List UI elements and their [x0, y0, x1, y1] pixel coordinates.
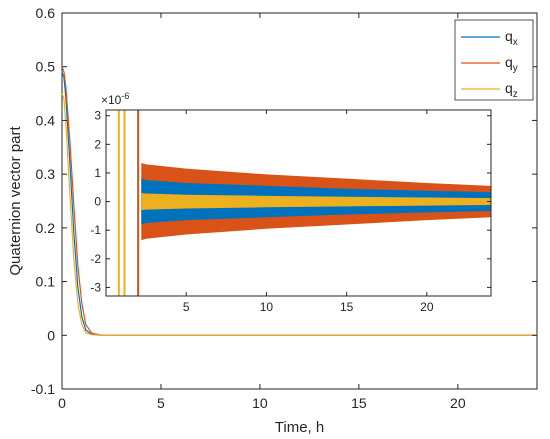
- inset-y-tick-label: 1: [94, 166, 101, 180]
- legend-label-q-x: qx: [505, 28, 518, 48]
- x-tick-label: 0: [58, 395, 66, 411]
- x-tick-label: 15: [351, 395, 367, 411]
- y-axis-label: Quaternion vector part: [7, 126, 24, 276]
- inset-x-tick-label: 5: [183, 300, 190, 314]
- inset-plot: 5 10 15 20 -3 -2 -1 0 1 2 3 ×10-6: [90, 91, 492, 314]
- inset-x-tick-label: 15: [340, 300, 354, 314]
- y-tick-label: 0.2: [36, 220, 56, 236]
- legend: qx qy qz: [454, 19, 534, 101]
- x-tick-label: 10: [252, 395, 268, 411]
- legend-box: [454, 19, 534, 101]
- x-tick-label: 5: [157, 395, 165, 411]
- inset-frame: [105, 109, 492, 297]
- inset-y-tick-label: -2: [90, 252, 101, 266]
- inset-series: [117, 110, 492, 296]
- inset-y-tick-label: 3: [94, 109, 101, 123]
- inset-axis-ticks: 5 10 15 20 -3 -2 -1 0 1 2 3: [90, 109, 491, 314]
- x-tick-label: 20: [450, 395, 466, 411]
- legend-label-q-z: qz: [505, 80, 518, 100]
- inset-y-exponent-power: -6: [121, 91, 129, 101]
- x-axis-label: Time, h: [275, 419, 324, 436]
- y-tick-label: 0.4: [36, 112, 56, 128]
- y-tick-label: 0.6: [36, 5, 56, 21]
- inset-y-exponent-base: ×10: [101, 93, 122, 107]
- y-tick-label: 0: [47, 327, 55, 343]
- inset-y-tick-label: 0: [94, 195, 101, 209]
- inset-x-tick-label: 10: [260, 300, 274, 314]
- y-tick-label: 0.3: [36, 166, 56, 182]
- y-tick-label: 0.5: [36, 59, 56, 75]
- main-axis-ticks: 0 5 10 15 20-0.100.10.20.30.40.50.6: [31, 5, 537, 411]
- inset-y-exponent: ×10-6: [101, 91, 129, 107]
- main-series-lines: [61, 66, 537, 336]
- legend-label-q-y: qy: [505, 54, 518, 74]
- inset-envelope-q_z: [141, 192, 492, 211]
- inset-y-tick-label: 2: [94, 137, 101, 151]
- inset-y-tick-label: -1: [90, 223, 101, 237]
- series-line-q-z: [61, 93, 537, 336]
- inset-x-tick-label: 20: [420, 300, 434, 314]
- inset-y-tick-label: -3: [90, 280, 101, 294]
- y-tick-label: -0.1: [31, 381, 55, 397]
- y-tick-label: 0.1: [36, 274, 56, 290]
